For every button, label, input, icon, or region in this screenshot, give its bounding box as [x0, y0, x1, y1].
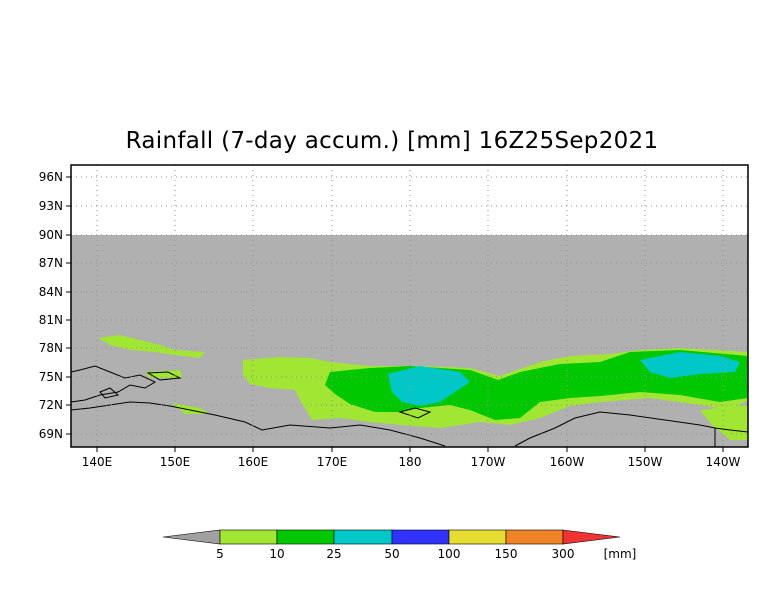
lon-label: 140W — [706, 455, 741, 469]
rain-shading — [98, 335, 748, 440]
legend-tick: 25 — [326, 547, 341, 561]
legend-swatch — [448, 529, 507, 545]
legend-swatch — [391, 529, 450, 545]
lon-label: 160W — [550, 455, 585, 469]
legend-swatch — [276, 529, 335, 545]
legend-tick: 300 — [552, 547, 575, 561]
lat-label: 81N — [39, 313, 63, 327]
lat-label: 78N — [39, 341, 63, 355]
lat-label: 75N — [39, 370, 63, 384]
lon-label: 170W — [471, 455, 506, 469]
color-legend: 5 10 25 50 100 150 300 [mm] — [162, 529, 637, 561]
legend-high-arrow — [562, 529, 621, 545]
lat-label: 69N — [39, 427, 63, 441]
lat-label: 90N — [39, 228, 63, 242]
legend-tick: 5 — [216, 547, 224, 561]
lat-label: 87N — [39, 256, 63, 270]
lat-label: 96N — [39, 170, 63, 184]
legend-tick: 100 — [438, 547, 461, 561]
lon-label: 150W — [628, 455, 663, 469]
chart-title: Rainfall (7-day accum.) [mm] 16Z25Sep202… — [125, 128, 659, 154]
legend-swatch — [219, 529, 278, 545]
coastlines — [70, 365, 749, 447]
tick-marks — [66, 176, 724, 452]
lon-labels: 140E 150E 160E 170E 180 170W 160W 150W 1… — [82, 455, 741, 469]
lon-label: 150E — [160, 455, 191, 469]
lon-label: 160E — [238, 455, 269, 469]
legend-tick: 150 — [495, 547, 518, 561]
lat-label: 72N — [39, 398, 63, 412]
lon-label: 170E — [317, 455, 348, 469]
legend-swatch — [505, 529, 564, 545]
lon-label: 140E — [82, 455, 113, 469]
legend-unit: [mm] — [604, 547, 637, 561]
legend-tick: 50 — [384, 547, 399, 561]
lat-label: 84N — [39, 285, 63, 299]
lat-label: 93N — [39, 199, 63, 213]
legend-swatch — [333, 529, 393, 545]
legend-tick: 10 — [269, 547, 284, 561]
lat-labels: 96N 93N 90N 87N 84N 81N 78N 75N 72N 69N — [39, 170, 63, 441]
legend-low-arrow — [162, 529, 221, 545]
gridlines — [71, 165, 748, 447]
lon-label: 180 — [399, 455, 422, 469]
